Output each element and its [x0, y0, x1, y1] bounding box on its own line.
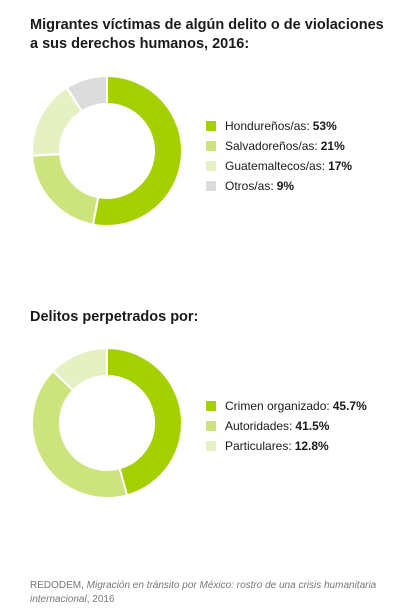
chart-1-slice-1 — [91, 74, 183, 227]
source-prefix: REDODEM, — [30, 580, 87, 591]
legend-value: 45.7% — [332, 399, 367, 413]
chart-2-slice-1 — [106, 346, 183, 497]
chart-1-legend-item: Hondureños/as: 53% — [206, 116, 352, 136]
legend-swatch — [206, 161, 216, 171]
chart-1-legend: Hondureños/as: 53% Salvadoreños/as: 21% Guat… — [206, 116, 352, 196]
legend-value: 9% — [276, 179, 295, 193]
chart-1-slice-4 — [65, 74, 108, 113]
chart-2-legend-item: Crimen organizado: 45.7% — [206, 396, 367, 416]
chart-1-legend-item: Otros/as: 9% — [206, 176, 352, 196]
legend-label: Salvadoreños/as: — [225, 139, 318, 153]
chart-1-legend-item: Guatemaltecos/as: 17% — [206, 156, 352, 176]
legend-swatch — [206, 141, 216, 151]
legend-swatch — [206, 401, 216, 411]
legend-value: 12.8% — [294, 439, 329, 453]
chart-1-legend-item: Salvadoreños/as: 21% — [206, 136, 352, 156]
chart-2-title: Delitos perpetrados por: — [30, 309, 199, 325]
chart-1-slice-2 — [31, 152, 100, 226]
legend-label: Particulares: — [225, 439, 292, 453]
legend-value: 17% — [328, 159, 353, 173]
legend-label: Crimen organizado: — [225, 399, 330, 413]
chart-2-slice-3 — [51, 346, 108, 392]
chart-2-slice-2 — [31, 369, 129, 499]
chart-2-legend-item: Autoridades: 41.5% — [206, 416, 367, 436]
legend-label: Autoridades: — [225, 419, 293, 433]
legend-value: 53% — [312, 119, 337, 133]
legend-label: Hondureños/as: — [225, 119, 310, 133]
legend-swatch — [206, 441, 216, 451]
legend-swatch — [206, 121, 216, 131]
chart-2-legend: Crimen organizado: 45.7% Autoridades: 41.5%… — [206, 396, 367, 456]
source-suffix: , 2016 — [86, 594, 115, 605]
legend-swatch — [206, 421, 216, 431]
chart-2-donut — [31, 346, 183, 499]
chart-1-donut — [31, 74, 183, 227]
legend-value: 41.5% — [295, 419, 330, 433]
chart-1-title: Migrantes víctimas de algún delito o de … — [30, 17, 384, 52]
source-note: REDODEM, Migración en tránsito por Méxic… — [30, 579, 400, 607]
source-title: Migración en tránsito por México: rostro… — [30, 580, 377, 605]
legend-swatch — [206, 181, 216, 191]
legend-value: 21% — [320, 139, 345, 153]
legend-label: Otros/as: — [225, 179, 274, 193]
chart-2-legend-item: Particulares: 12.8% — [206, 436, 367, 456]
legend-label: Guatemaltecos/as: — [225, 159, 326, 173]
